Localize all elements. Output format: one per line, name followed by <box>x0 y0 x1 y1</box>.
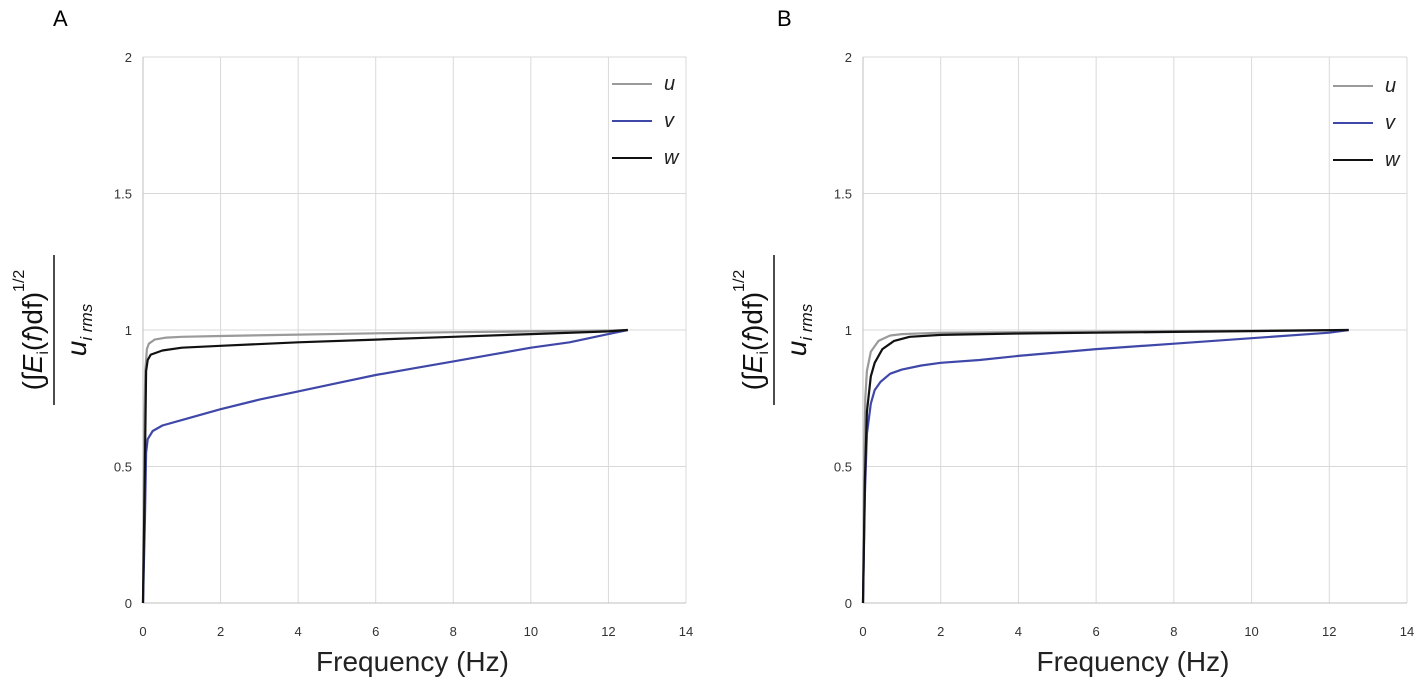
x-tick-label: 12 <box>601 624 615 639</box>
y-label-numerator: (∫Ei(f)df)1/2 <box>731 270 772 391</box>
y-tick-label: 2 <box>845 50 852 65</box>
legend-label-w: w <box>664 147 680 169</box>
series-line-w <box>141 328 628 604</box>
chart-panel-b: B 0 2 4 6 8 10 12 14 0 0.5 1 1.5 2 Frequency (Hz) (∫Ei(… <box>731 6 1414 677</box>
panel-label: A <box>53 6 68 31</box>
x-tick-label: 10 <box>1244 624 1258 639</box>
x-tick-label: 0 <box>139 624 146 639</box>
x-tick-label: 6 <box>372 624 379 639</box>
y-tick-label: 0.5 <box>114 460 132 475</box>
x-tick-label: 8 <box>1170 624 1177 639</box>
series-line-u <box>861 328 1349 604</box>
y-tick-label: 1 <box>845 323 852 338</box>
legend-label-w: w <box>1385 149 1401 171</box>
panel-label: B <box>777 6 792 31</box>
y-axis-label: (∫Ei(f)df)1/2 ui rms <box>11 255 96 405</box>
y-tick-label: 1.5 <box>114 187 132 202</box>
x-tick-label: 12 <box>1322 624 1336 639</box>
chart-panel-a: A 0 2 4 6 8 10 12 14 0 0.5 1 1.5 2 Frequency (Hz) (∫Ei(… <box>11 6 693 677</box>
series-line-v <box>861 328 1349 604</box>
y-tick-label: 1.5 <box>834 187 852 202</box>
y-tick-label: 0.5 <box>834 460 852 475</box>
x-axis-label: Frequency (Hz) <box>316 646 509 677</box>
y-tick-label: 2 <box>125 50 132 65</box>
x-tick-label: 8 <box>450 624 457 639</box>
x-tick-label: 0 <box>859 624 866 639</box>
x-tick-label: 2 <box>217 624 224 639</box>
x-axis-label: Frequency (Hz) <box>1037 646 1230 677</box>
x-tick-label: 4 <box>1015 624 1022 639</box>
y-tick-label: 1 <box>125 323 132 338</box>
legend-label-u: u <box>664 73 675 95</box>
y-tick-label: 0 <box>125 596 132 611</box>
y-axis-label: (∫Ei(f)df)1/2 ui rms <box>731 255 816 405</box>
legend-label-v: v <box>1385 112 1396 134</box>
y-tick-label: 0 <box>845 596 852 611</box>
x-tick-label: 2 <box>937 624 944 639</box>
y-label-numerator: (∫Ei(f)df)1/2 <box>11 270 52 391</box>
y-label-denominator: ui rms <box>781 303 816 356</box>
legend-label-v: v <box>664 110 675 132</box>
y-label-denominator: ui rms <box>61 303 96 356</box>
series-line-v <box>141 328 629 604</box>
legend-label-u: u <box>1385 75 1396 97</box>
series-line-u <box>141 328 628 604</box>
x-tick-label: 14 <box>679 624 693 639</box>
series-line-w <box>861 328 1349 604</box>
x-tick-label: 10 <box>524 624 538 639</box>
x-tick-label: 14 <box>1400 624 1414 639</box>
x-tick-label: 6 <box>1093 624 1100 639</box>
x-tick-label: 4 <box>295 624 302 639</box>
